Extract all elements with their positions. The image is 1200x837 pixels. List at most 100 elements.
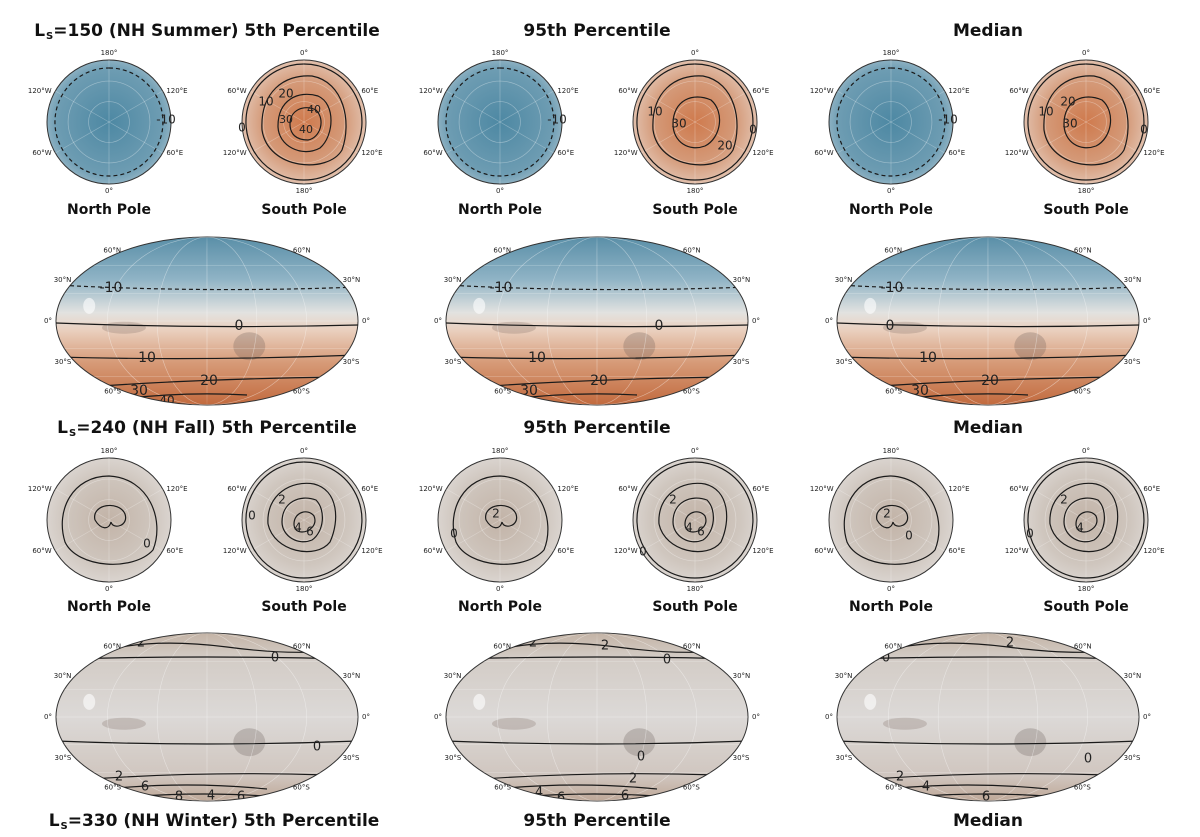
south-pole-plot: 0° 60°E 120°E 180° 120°W 60°W 0 24: [1005, 447, 1165, 593]
graticule-meridian: [107, 237, 307, 405]
south-pole-label: South Pole: [652, 202, 738, 218]
graticule-ring: [674, 101, 716, 143]
contour-line: [267, 482, 337, 553]
contour-label: 10: [258, 95, 273, 109]
lon-tick-label: 60°E: [166, 547, 183, 555]
lat-tick-label: 60°N: [493, 246, 511, 254]
contour-line: [886, 784, 1049, 790]
north-pole-plot: 180° 120°E 60°E 0° 60°W 120°W -10: [810, 49, 970, 195]
contour-label: 30: [130, 383, 148, 399]
graticule-meridian: [499, 121, 554, 154]
map-disk: [836, 236, 1140, 406]
contour-label: 0: [450, 527, 458, 541]
contour-line: [1043, 75, 1129, 166]
lat-tick-label: 30°N: [343, 276, 361, 284]
contour-label: 20: [590, 373, 608, 389]
contour-label: 40: [299, 123, 313, 136]
lat-tick-label: 30°N: [1124, 672, 1142, 680]
contour-line: [445, 67, 555, 177]
graticule-meridian: [156, 237, 258, 405]
graticule-meridian: [546, 633, 648, 801]
lon-tick-label: 120°E: [1143, 547, 1164, 555]
lat-tick-label: 60°S: [494, 388, 511, 396]
contour-label: 4: [922, 780, 930, 795]
graticule-meridian: [546, 237, 648, 405]
contour-line: [866, 376, 1120, 388]
graticule-ring: [262, 80, 346, 164]
lon-tick-label: 120°W: [614, 547, 638, 555]
graticule-meridian: [888, 633, 1088, 801]
contour-label: 30: [279, 113, 293, 126]
lon-tick-label: 60°W: [618, 485, 637, 493]
graticule-ring: [88, 101, 130, 143]
lon-tick-label: 0°: [496, 585, 504, 593]
graticule-meridian: [107, 633, 307, 801]
contour-line: [672, 497, 714, 543]
contour-line: [446, 354, 748, 360]
albedo-feature: [864, 297, 877, 314]
graticule-ring: [88, 499, 130, 541]
contour-label: 2: [529, 636, 537, 651]
title-ls330-median: Median: [952, 811, 1024, 831]
lon-tick-label: 180°: [492, 49, 509, 57]
lon-tick-label: 60°E: [166, 149, 183, 157]
lon-tick-label: 120°W: [1005, 149, 1029, 157]
contour-line: [452, 475, 549, 565]
lat-tick-label: 30°N: [54, 276, 72, 284]
graticule-meridian: [987, 237, 989, 405]
contour-label: 10: [528, 350, 546, 366]
contour-line: [475, 376, 729, 388]
contour-label: 20: [200, 373, 218, 389]
summer-map: -10 0 10 20 30 60°N 60°N 30°N 30°N 0° 0° 30°S 30°S 60…: [434, 236, 760, 406]
title-ls150-95th: 95th Percentile: [523, 21, 671, 41]
lat-tick-label: 0°: [44, 317, 52, 325]
contour-label: 6: [982, 790, 990, 805]
graticule-meridian: [497, 633, 697, 801]
lon-tick-label: 180°: [296, 585, 313, 593]
contour-label: 4: [535, 786, 543, 801]
graticule-meridian: [641, 90, 696, 123]
graticule-meridian: [55, 488, 110, 521]
graticule-meridian: [596, 633, 598, 801]
south-pole-label: South Pole: [261, 599, 347, 615]
lat-tick-label: 60°S: [683, 388, 700, 396]
contour-label: 2: [883, 507, 891, 521]
contour-line: [446, 740, 748, 745]
summer-map: -10 0 10 20 30 40 60°N 60°N 30°N 30°N 0° 0° 30°S 30°S…: [44, 236, 370, 406]
lon-tick-label: 60°W: [423, 149, 442, 157]
lon-tick-label: 60°E: [1143, 87, 1160, 95]
contour-line: [56, 740, 358, 745]
graticule-meridian: [108, 90, 163, 123]
contour-line: [94, 504, 127, 529]
contour-line: [455, 656, 739, 660]
graticule-meridian: [937, 633, 1039, 801]
graticule-meridian: [1032, 121, 1087, 154]
lat-tick-label: 60°N: [884, 246, 902, 254]
lon-tick-label: 120°W: [223, 547, 247, 555]
graticule-meridian: [937, 237, 1039, 405]
north-pole-plot: 180° 120°E 60°E 0° 60°W 120°W 0: [28, 447, 188, 593]
lat-tick-label: 60°N: [103, 246, 121, 254]
graticule-meridian: [890, 488, 945, 521]
lat-tick-label: 60°N: [1074, 642, 1092, 650]
contour-label: 6: [306, 525, 314, 539]
contour-line: [1049, 482, 1119, 553]
lon-tick-label: 0°: [1082, 447, 1090, 455]
south-pole-label: South Pole: [261, 202, 347, 218]
graticule-ring: [262, 478, 346, 562]
graticule-meridian: [546, 237, 648, 405]
lat-tick-label: 60°S: [885, 388, 902, 396]
lat-tick-label: 30°S: [445, 754, 462, 762]
north-pole-label: North Pole: [458, 202, 542, 218]
polar-disk: [437, 59, 563, 185]
lon-tick-label: 180°: [101, 49, 118, 57]
graticule-meridian: [55, 121, 110, 154]
lat-tick-label: 0°: [362, 317, 370, 325]
south-pole-label: South Pole: [1043, 202, 1129, 218]
contour-label: 30: [911, 383, 929, 399]
contour-label: -10: [100, 280, 123, 296]
graticule-meridian: [108, 519, 163, 552]
lon-tick-label: 0°: [300, 49, 308, 57]
albedo-feature: [83, 297, 96, 314]
lat-tick-label: 30°N: [54, 672, 72, 680]
